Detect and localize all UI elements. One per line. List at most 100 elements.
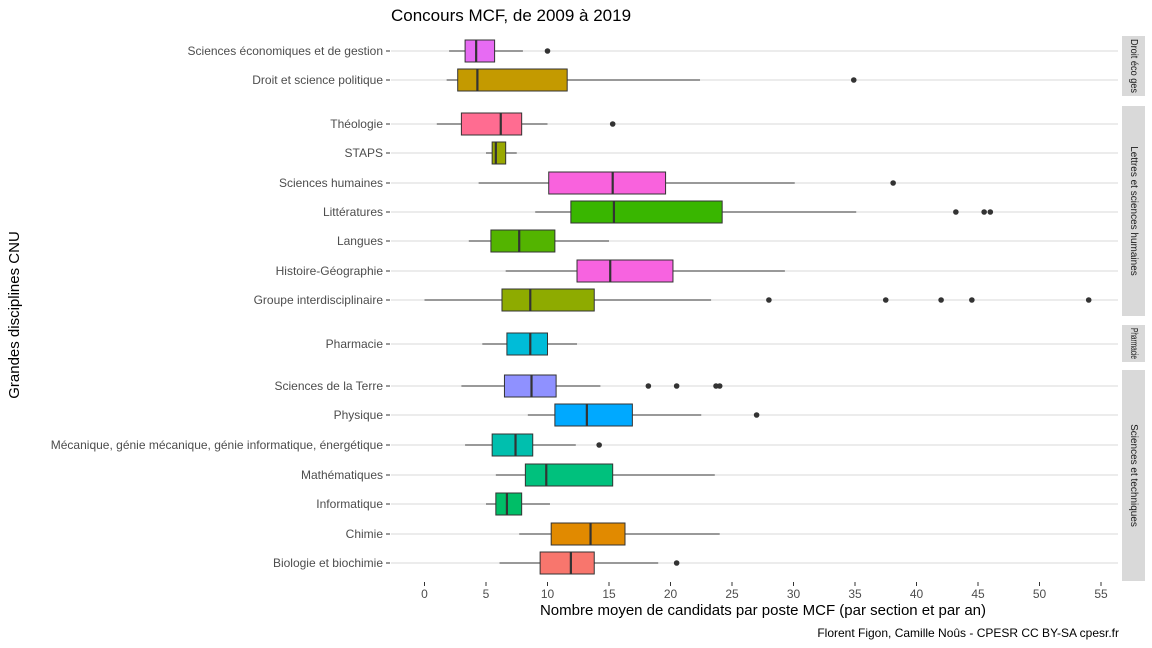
outlier-point bbox=[882, 297, 889, 303]
y-tick-label: Sciences économiques et de gestion bbox=[188, 44, 383, 58]
box bbox=[550, 522, 626, 546]
x-tick-label: 20 bbox=[664, 587, 678, 601]
outlier-point bbox=[850, 77, 857, 83]
y-tick-label: Pharmacie bbox=[326, 337, 384, 351]
x-tick-label: 45 bbox=[971, 587, 985, 601]
box bbox=[491, 141, 507, 165]
x-tick-label: 0 bbox=[421, 587, 428, 601]
x-axis: 0 5 10 15 20 25 30 35 40 45 50 55 bbox=[421, 582, 1108, 601]
facet-panel: Pharmacie Pharmacie bbox=[326, 325, 1145, 362]
box-row: Pharmacie bbox=[326, 332, 1118, 356]
outlier-point bbox=[544, 48, 551, 54]
outlier-point bbox=[981, 209, 987, 215]
box bbox=[460, 112, 523, 136]
x-tick-label: 50 bbox=[1033, 587, 1047, 601]
y-tick-label: Droit et science politique bbox=[252, 73, 383, 87]
box bbox=[548, 171, 667, 195]
facet-strip-label: Pharmacie bbox=[1128, 328, 1139, 359]
y-tick-label: Sciences humaines bbox=[279, 176, 383, 190]
box-row: Physique bbox=[334, 403, 1118, 427]
box-row: Sciences humaines bbox=[279, 171, 1118, 195]
box bbox=[457, 68, 568, 92]
box bbox=[539, 551, 595, 575]
box bbox=[464, 39, 496, 63]
y-tick-label: Histoire-Géographie bbox=[276, 264, 384, 278]
box-row: Droit et science politique bbox=[252, 68, 1118, 92]
outlier-point bbox=[766, 297, 772, 303]
box bbox=[490, 229, 556, 253]
outlier-point bbox=[987, 209, 994, 215]
outlier-point bbox=[645, 383, 652, 389]
box bbox=[491, 433, 534, 457]
box-row: Histoire-Géographie bbox=[276, 259, 1118, 283]
box-row: Mathématiques bbox=[301, 463, 1118, 487]
box-row: STAPS bbox=[345, 141, 1118, 165]
y-tick-label: Physique bbox=[334, 408, 384, 422]
facet-strip bbox=[1122, 370, 1145, 581]
facet-strip bbox=[1122, 325, 1145, 362]
y-tick-label: Mathématiques bbox=[301, 468, 383, 482]
x-tick-label: 30 bbox=[787, 587, 801, 601]
outlier-point bbox=[673, 560, 680, 566]
y-tick-label: Groupe interdisciplinaire bbox=[254, 293, 384, 307]
box bbox=[495, 492, 523, 516]
box-row: Groupe interdisciplinaire bbox=[254, 288, 1118, 312]
y-tick-label: Littératures bbox=[323, 205, 383, 219]
facet-panels: Droit éco ges Sciences économiques et de … bbox=[51, 36, 1145, 581]
outlier-point bbox=[938, 297, 944, 303]
x-tick-label: 5 bbox=[483, 587, 490, 601]
x-axis-label: Nombre moyen de candidats par poste MCF … bbox=[540, 602, 986, 619]
outlier-point bbox=[969, 297, 975, 303]
facet-strip-label: Sciences et techniques bbox=[1128, 424, 1139, 527]
box bbox=[506, 332, 549, 356]
box-row: Littératures bbox=[323, 200, 1118, 224]
x-tick-label: 15 bbox=[602, 587, 616, 601]
facet-panel: Droit éco ges Sciences économiques et de … bbox=[188, 36, 1145, 96]
outlier-point bbox=[753, 412, 760, 418]
outlier-point bbox=[1085, 297, 1092, 303]
box bbox=[576, 259, 674, 283]
facet-strip-label: Droit éco ges bbox=[1128, 39, 1139, 93]
outlier-point bbox=[609, 121, 616, 127]
facet-strip bbox=[1122, 106, 1145, 316]
box-row: Sciences de la Terre bbox=[274, 374, 1118, 398]
facet-panel: Lettres et sciences humaines Théologie STA… bbox=[254, 106, 1145, 316]
box bbox=[570, 200, 723, 224]
y-tick-label: Langues bbox=[337, 234, 383, 248]
facet-panel: Sciences et techniques Sciences de la Ter… bbox=[51, 370, 1145, 581]
box-row: Informatique bbox=[316, 492, 1118, 516]
chart-title: Concours MCF, de 2009 à 2019 bbox=[391, 6, 631, 25]
outlier-point bbox=[596, 442, 602, 448]
y-tick-label: Sciences de la Terre bbox=[274, 379, 383, 393]
x-tick-label: 25 bbox=[725, 587, 739, 601]
box-row: Langues bbox=[337, 229, 1118, 253]
x-tick-label: 55 bbox=[1094, 587, 1108, 601]
facet-strip-label: Lettres et sciences humaines bbox=[1128, 146, 1139, 276]
y-axis-label: Grandes disciplines CNU bbox=[6, 231, 23, 399]
y-tick-label: Informatique bbox=[316, 497, 383, 511]
x-tick-label: 40 bbox=[910, 587, 924, 601]
y-tick-label: Mécanique, génie mécanique, génie inform… bbox=[51, 438, 384, 452]
outlier-point bbox=[673, 383, 680, 389]
box-row: Théologie bbox=[330, 112, 1118, 136]
facet-strip bbox=[1122, 36, 1145, 96]
box bbox=[554, 403, 633, 427]
box-row: Sciences économiques et de gestion bbox=[188, 39, 1118, 63]
outlier-point bbox=[953, 209, 959, 215]
x-tick-label: 35 bbox=[848, 587, 862, 601]
box-row: Mécanique, génie mécanique, génie inform… bbox=[51, 433, 1118, 457]
outlier-point bbox=[890, 180, 896, 186]
y-tick-label: STAPS bbox=[345, 146, 383, 160]
outlier-point bbox=[716, 383, 723, 389]
box-row: Biologie et biochimie bbox=[273, 551, 1118, 575]
chart-caption: Florent Figon, Camille Noûs - CPESR CC B… bbox=[817, 626, 1119, 640]
x-tick-label: 10 bbox=[541, 587, 555, 601]
y-tick-label: Chimie bbox=[346, 527, 384, 541]
box-row: Chimie bbox=[346, 522, 1118, 546]
box bbox=[503, 374, 557, 398]
box bbox=[501, 288, 595, 312]
y-tick-label: Biologie et biochimie bbox=[273, 556, 383, 570]
box bbox=[524, 463, 614, 487]
y-tick-label: Théologie bbox=[330, 117, 383, 131]
